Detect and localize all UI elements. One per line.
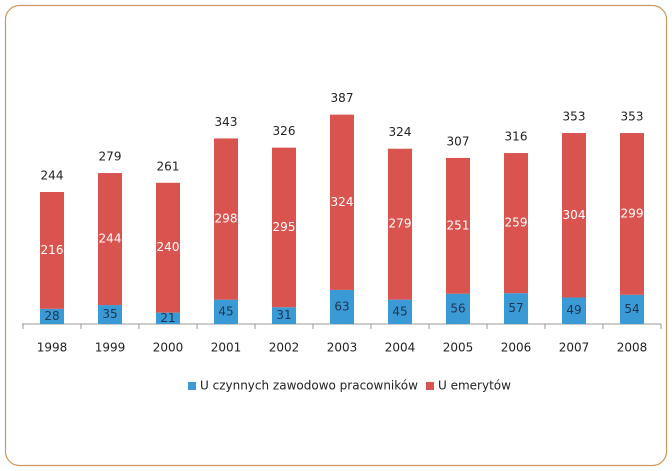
value-label: 240 [157,240,180,254]
bar-segment [446,157,470,294]
value-label: 45 [218,304,233,318]
value-label: 35 [102,307,117,321]
value-label: 324 [331,195,354,209]
x-tick-label: 2008 [617,341,648,355]
value-label: 54 [624,302,639,316]
value-label: 63 [334,299,349,313]
value-label: 298 [215,212,238,226]
total-label: 353 [621,110,644,124]
x-tick-label: 2003 [327,341,358,355]
bar-segment [388,299,412,324]
value-label: 45 [392,304,407,318]
value-label: 251 [447,218,470,232]
total-label: 316 [505,130,528,144]
legend-swatch [426,382,434,390]
value-label: 21 [160,311,175,325]
value-label: 244 [99,232,122,246]
bar-segment [504,293,528,324]
bar-segment [40,308,64,324]
total-label: 387 [331,91,354,105]
total-label: 261 [157,159,180,173]
bar-segment [504,153,528,294]
bar-segment [272,147,296,308]
total-label: 353 [563,110,586,124]
value-label: 279 [389,217,412,231]
value-label: 259 [505,216,528,230]
bar-segment [620,133,644,295]
value-label: 299 [621,206,644,220]
value-label: 57 [508,301,523,315]
total-label: 343 [215,115,238,129]
bar-segment [156,182,180,313]
bar-segment [330,114,354,290]
total-label: 279 [99,150,122,164]
legend-label: U emerytów [438,379,511,393]
bar-segment [562,133,586,298]
bar-segment [562,297,586,324]
x-tick-label: 2002 [269,341,300,355]
bar-segment [40,191,64,309]
value-label: 216 [41,243,64,257]
bar-segment [156,312,180,324]
value-label: 295 [273,220,296,234]
x-tick-label: 2007 [559,341,590,355]
x-tick-label: 2000 [153,341,184,355]
x-tick-label: 2006 [501,341,532,355]
bar-segment [446,293,470,324]
bar-segment [214,138,238,300]
x-tick-label: 2001 [211,341,242,355]
total-label: 307 [447,134,470,148]
x-tick-label: 2004 [385,341,416,355]
bar-segment [272,307,296,324]
legend-swatch [188,382,196,390]
value-label: 28 [44,309,59,323]
total-label: 326 [273,124,296,138]
bar-segment [330,289,354,324]
total-label: 244 [41,168,64,182]
value-label: 31 [276,308,291,322]
value-label: 49 [566,303,581,317]
bar-segment [620,294,644,324]
bar-segment [388,148,412,300]
x-tick-label: 1998 [37,341,68,355]
x-tick-label: 1999 [95,341,126,355]
bar-segment [98,305,122,324]
value-label: 304 [563,208,586,222]
legend-label: U czynnych zawodowo pracowników [200,379,418,393]
value-label: 56 [450,301,465,315]
x-tick-label: 2005 [443,341,474,355]
bar-segment [214,299,238,324]
total-label: 324 [389,125,412,139]
bar-segment [98,173,122,306]
